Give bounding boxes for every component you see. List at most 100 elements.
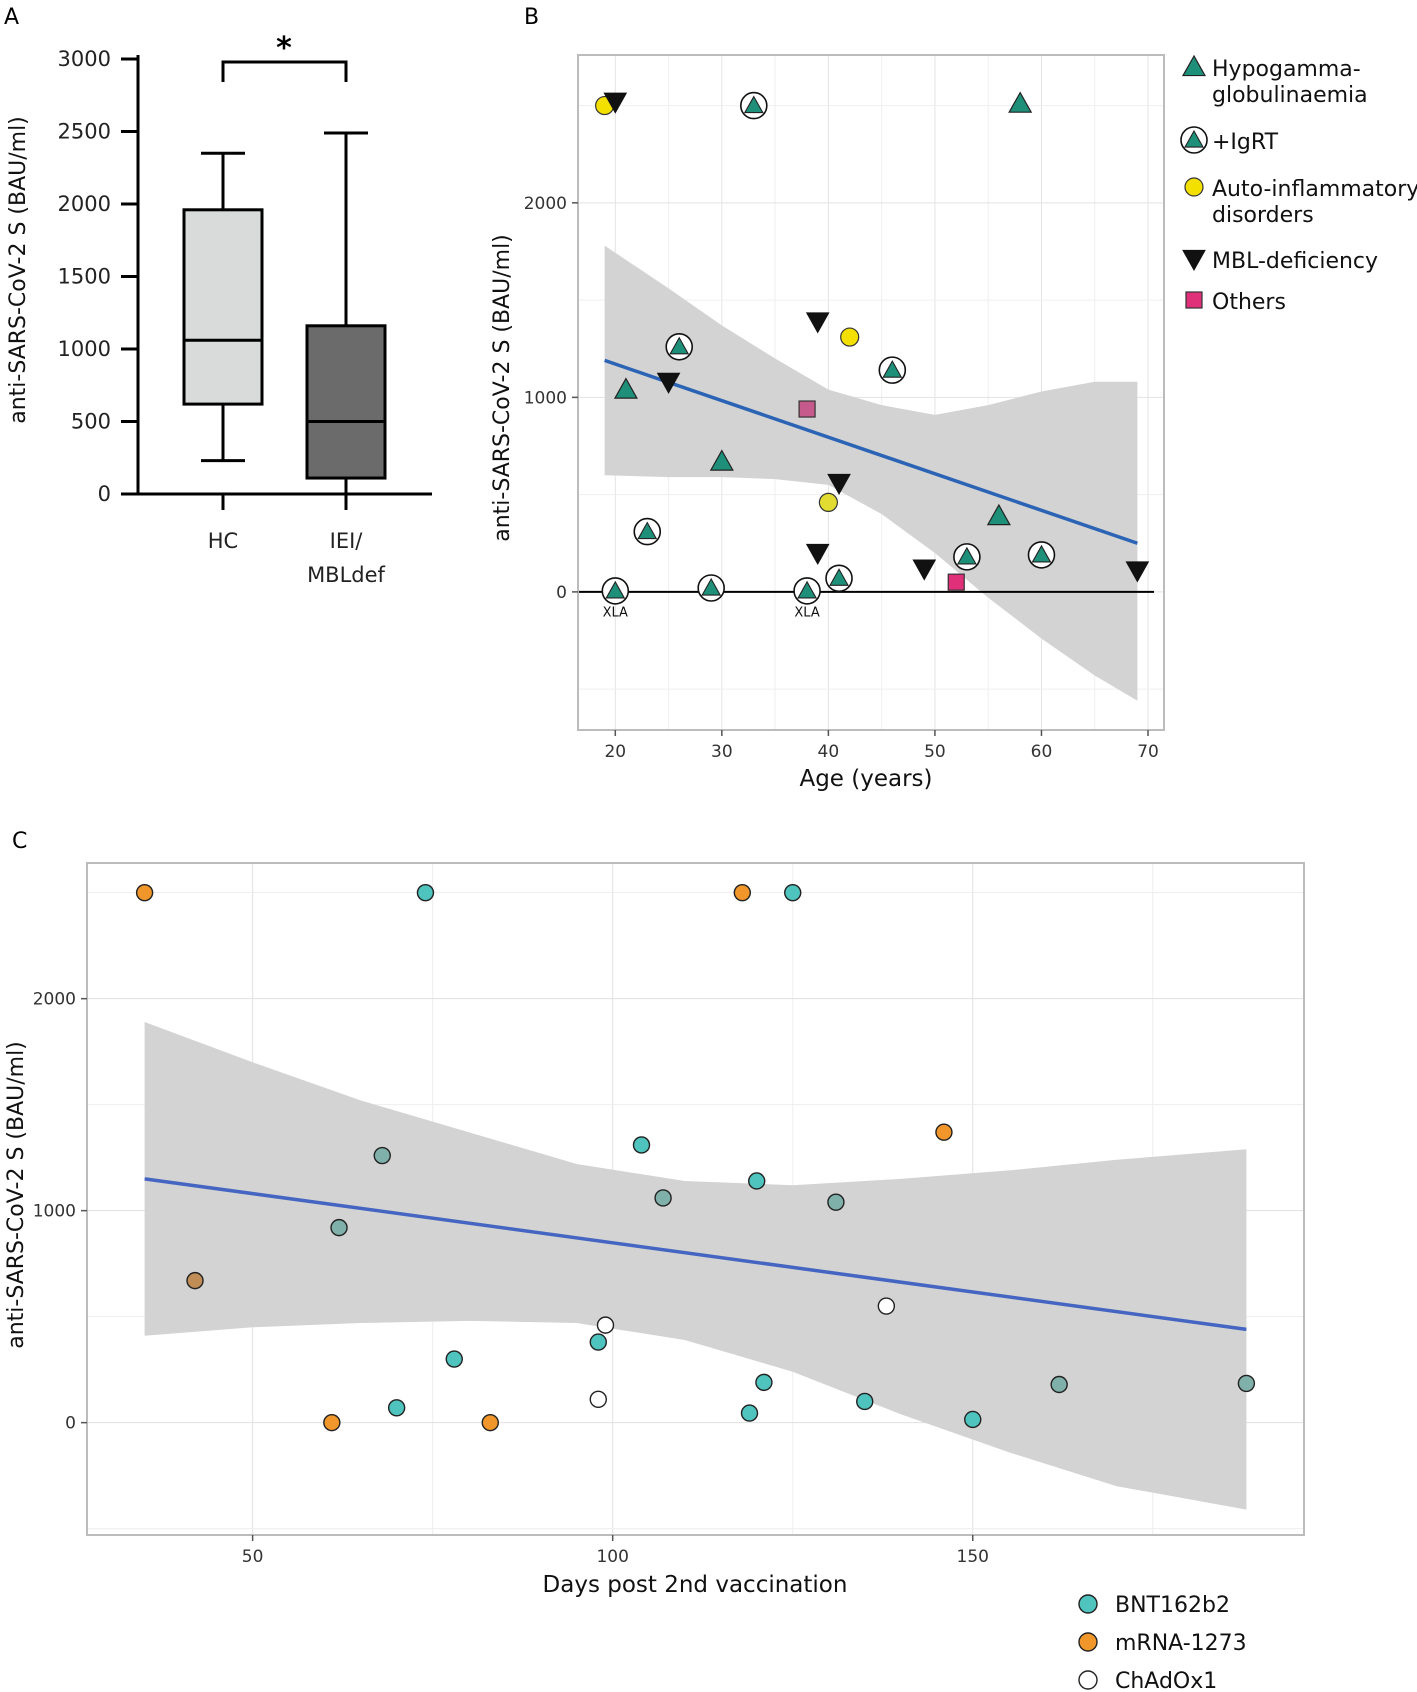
panel-a-y-tick-label: 2500 bbox=[58, 120, 111, 144]
data-point-mrna-1273 bbox=[733, 883, 752, 902]
panel-c-y-tick-label: 1000 bbox=[33, 1202, 76, 1222]
panel-c-y-tick-label: 2000 bbox=[33, 990, 76, 1010]
data-point-mbl-deficiency bbox=[603, 92, 628, 114]
panel-a-letter: A bbox=[4, 5, 19, 30]
data-point-bnt162b2 bbox=[740, 1404, 759, 1422]
panel-b-trend-line bbox=[604, 358, 1138, 545]
legend-item-bnt162b2: BNT162b2 bbox=[1078, 1593, 1230, 1618]
panel-b-x-tick-label: 30 bbox=[711, 742, 733, 762]
data-point-igrt-triangle bbox=[797, 580, 818, 599]
data-point-bnt162b2 bbox=[784, 883, 802, 902]
panel-a: A anti-SARS-CoV-2 S (BAU/ml) 3000 2500 200… bbox=[4, 5, 432, 587]
panel-a-y-tick-label: 1000 bbox=[58, 337, 111, 361]
legend-marker-down-triangle bbox=[1182, 249, 1206, 272]
panel-c-x-tick-label: 150 bbox=[957, 1547, 989, 1567]
data-point-mbl-deficiency bbox=[912, 559, 937, 581]
data-point-mrna-1273 bbox=[935, 1123, 953, 1141]
data-point-igrt-triangle bbox=[956, 546, 977, 565]
data-point-mbl-deficiency bbox=[1125, 561, 1150, 583]
data-point-igrt bbox=[793, 577, 821, 605]
panel-a-y-tick-label: 3000 bbox=[58, 47, 111, 71]
data-point-igrt bbox=[697, 574, 725, 602]
panel-c: C 50 100 150 0 1000 2000 Days post 2nd vaccin… bbox=[4, 829, 1305, 1692]
data-point-igrt bbox=[633, 517, 662, 546]
legend-marker-square bbox=[1185, 291, 1203, 309]
panel-a-y-tick-label: 500 bbox=[71, 410, 111, 434]
data-point-igrt bbox=[665, 332, 694, 361]
data-point-others bbox=[798, 400, 816, 418]
data-point-hypogammaglobulinaemia bbox=[709, 449, 734, 471]
legend-item-hypogamma-globulinaemia: Hypogamma-globulinaemia bbox=[1181, 54, 1368, 108]
data-point-igrt-triangle bbox=[701, 577, 722, 596]
data-point-igrt-triangle bbox=[829, 568, 849, 586]
data-point-bnt162b2 bbox=[445, 1350, 463, 1368]
data-point-hypogammaglobulinaemia bbox=[1008, 91, 1033, 113]
data-point-bnt162b2 bbox=[387, 1399, 406, 1417]
panel-b-frame bbox=[577, 54, 1165, 731]
data-point-igrt-triangle bbox=[605, 580, 626, 599]
panel-b-y-tick-label: 0 bbox=[556, 583, 567, 603]
legend-label: Others bbox=[1212, 290, 1286, 315]
data-point-igrt bbox=[825, 564, 853, 593]
data-point-mbl-deficiency bbox=[827, 473, 851, 495]
data-point-bnt162b2 bbox=[654, 1189, 672, 1207]
data-point-mrna-1273 bbox=[323, 1413, 341, 1432]
box-group-1: IEI/MBLdef bbox=[305, 131, 387, 587]
panel-a-x-tick-label: HC bbox=[208, 529, 238, 553]
data-point-igrt-triangle bbox=[669, 336, 690, 355]
legend-item-igrt: +IgRT bbox=[1180, 126, 1279, 155]
data-point-chadox1 bbox=[877, 1297, 896, 1315]
data-point-bnt162b2 bbox=[1237, 1374, 1256, 1393]
significance-star: * bbox=[276, 31, 292, 66]
panel-b-confidence-band bbox=[604, 245, 1138, 701]
data-point-bnt162b2 bbox=[632, 1136, 651, 1154]
data-point-bnt162b2 bbox=[373, 1146, 391, 1165]
panel-a-x-tick-label: IEI/ bbox=[330, 529, 364, 553]
legend-label: MBL-deficiency bbox=[1212, 249, 1378, 274]
legend-label: Hypogamma- bbox=[1212, 57, 1361, 82]
data-point-bnt162b2 bbox=[827, 1193, 845, 1211]
data-point-bnt162b2 bbox=[330, 1218, 348, 1237]
panel-c-y-axis-label: anti-SARS-CoV-2 S (BAU/ml) bbox=[4, 1041, 29, 1349]
data-point-auto-inflammatory-disorders bbox=[818, 492, 838, 513]
legend-item-mrna-1273: mRNA-1273 bbox=[1078, 1631, 1247, 1656]
panel-b-x-tick-label: 50 bbox=[924, 742, 946, 762]
panel-a-x-tick-label: MBLdef bbox=[307, 563, 385, 587]
data-point-igrt-triangle bbox=[882, 360, 903, 378]
panel-b-letter: B bbox=[524, 5, 539, 30]
data-point-hypogammaglobulinaemia bbox=[613, 377, 638, 399]
legend-label: BNT162b2 bbox=[1115, 1593, 1230, 1618]
data-point-mbl-deficiency bbox=[805, 312, 830, 334]
data-point-mrna-1273 bbox=[186, 1271, 204, 1290]
panel-c-y-tick-label: 0 bbox=[65, 1414, 76, 1434]
data-point-mrna-1273 bbox=[481, 1413, 499, 1432]
panel-c-letter: C bbox=[12, 829, 27, 854]
panel-c-x-tick-label: 50 bbox=[242, 1547, 264, 1567]
panel-b-y-tick-label: 1000 bbox=[524, 388, 567, 408]
legend-label: +IgRT bbox=[1212, 130, 1279, 155]
data-point-bnt162b2 bbox=[1050, 1375, 1068, 1394]
panel-b-x-tick-label: 20 bbox=[604, 742, 626, 762]
legend-label: disorders bbox=[1212, 203, 1314, 228]
panel-b-x-tick-label: 70 bbox=[1137, 742, 1159, 762]
legend-marker-triangle bbox=[1181, 54, 1207, 77]
legend-item-chadox1: ChAdOx1 bbox=[1078, 1669, 1217, 1692]
box-group-0: HC bbox=[182, 151, 264, 553]
data-point-igrt bbox=[953, 543, 981, 571]
data-point-bnt162b2 bbox=[748, 1172, 766, 1190]
panel-b-y-tick-label: 2000 bbox=[524, 194, 567, 214]
legend-marker-circle bbox=[1184, 177, 1204, 197]
data-point-auto-inflammatory-disorders bbox=[840, 327, 860, 347]
xla-annotation: XLA bbox=[794, 605, 819, 620]
legend-label: ChAdOx1 bbox=[1115, 1669, 1217, 1692]
data-point-mbl-deficiency bbox=[656, 372, 681, 394]
panel-c-frame bbox=[86, 862, 1305, 1536]
legend-marker-circled-triangle bbox=[1180, 126, 1208, 154]
panel-a-y-tick-label: 0 bbox=[98, 482, 111, 506]
panel-a-y-tick-label: 2000 bbox=[58, 192, 111, 216]
data-point-others bbox=[947, 573, 965, 591]
panel-c-x-axis-label: Days post 2nd vaccination bbox=[543, 1572, 848, 1598]
data-point-bnt162b2 bbox=[964, 1410, 982, 1429]
panel-b-x-axis-label: Age (years) bbox=[799, 766, 932, 792]
